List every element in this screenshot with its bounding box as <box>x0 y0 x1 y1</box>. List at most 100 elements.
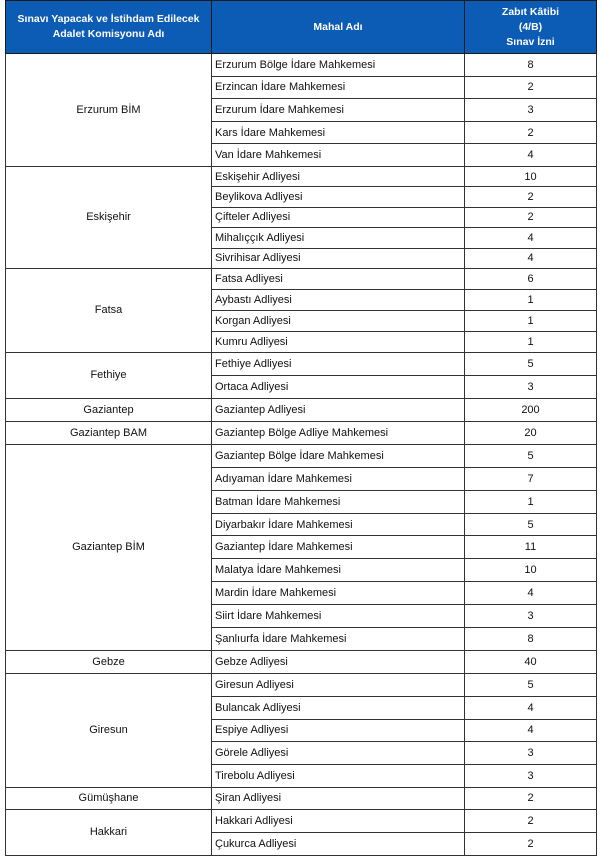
quota-value: 1 <box>464 309 597 332</box>
location-name: Van İdare Mahkemesi <box>211 143 465 167</box>
location-name: Çifteler Adliyesi <box>211 206 465 229</box>
location-name: Aybastı Adliyesi <box>211 288 465 311</box>
quota-value: 6 <box>464 267 597 290</box>
quota-value: 2 <box>464 75 597 100</box>
quota-value: 4 <box>464 581 597 606</box>
quota-value: 4 <box>464 695 597 720</box>
table-row: Mihalıççık Adliyesi 4 <box>6 227 597 249</box>
quota-value: 5 <box>464 443 597 468</box>
table-row: Hakkari Hakkari Adliyesi 2 <box>5 808 597 856</box>
quota-value: 3 <box>464 741 597 766</box>
location-name: Gebze Adliyesi <box>211 649 465 674</box>
quota-value: 5 <box>464 672 597 697</box>
quota-value: 2 <box>464 186 597 208</box>
table-row: Beylikova Adliyesi 2 <box>6 186 597 208</box>
location-name: Fethiye Adliyesi <box>211 351 465 376</box>
location-name: Adıyaman İdare Mahkemesi <box>211 466 465 491</box>
table-row: Gaziantep BİM Gaziantep Bölge İdare Mahke… <box>5 443 597 651</box>
table-row: Gaziantep Gaziantep Adliyesi 200 <box>5 397 597 422</box>
location-name: Çukurca Adliyesi <box>211 831 465 856</box>
table-row: Erzurum BİM Erzurum Bölge İdare Mahkemesi… <box>5 53 597 167</box>
table-row: Bulancak Adliyesi 4 <box>6 695 597 720</box>
commission-name: Gaziantep BAM <box>5 420 212 445</box>
location-name: Korgan Adliyesi <box>211 309 465 332</box>
header-quota-line3: Sınav İzni <box>506 35 555 48</box>
table-row: Espiye Adliyesi 4 <box>6 718 597 743</box>
location-name: Ortaca Adliyesi <box>211 374 465 399</box>
location-name: Fatsa Adliyesi <box>211 267 465 290</box>
header-quota-line1: Zabıt Kâtibi <box>501 5 560 18</box>
table-row: Giresun Giresun Adliyesi 5 <box>5 672 597 788</box>
location-name: Beylikova Adliyesi <box>211 186 465 208</box>
table-row: Kumru Adliyesi 1 <box>6 330 597 353</box>
quota-value: 4 <box>464 718 597 743</box>
table-row: Gaziantep BAM Gaziantep Bölge Adliye Mahk… <box>5 420 597 445</box>
commission-name: Fethiye <box>5 351 212 399</box>
location-name: Malatya İdare Mahkemesi <box>211 558 465 583</box>
commission-name: Erzurum BİM <box>5 53 212 167</box>
table-row: Çukurca Adliyesi 2 <box>6 831 597 856</box>
commission-name: Giresun <box>5 672 212 788</box>
quota-value: 1 <box>464 330 597 353</box>
location-name: Mardin İdare Mahkemesi <box>211 581 465 606</box>
table-row: Görele Adliyesi 3 <box>6 741 597 766</box>
location-name: Gaziantep İdare Mahkemesi <box>211 535 465 560</box>
quota-value: 20 <box>464 420 597 445</box>
quota-table: Sınavı Yapacak ve İstihdam Edilecek Adale… <box>5 0 597 856</box>
commission-name: Gümüşhane <box>5 786 212 810</box>
location-name: Sivrihisar Adliyesi <box>211 247 465 269</box>
commission-name: Gebze <box>5 649 212 674</box>
commission-name: Gaziantep BİM <box>5 443 212 651</box>
quota-value: 10 <box>464 558 597 583</box>
quota-value: 2 <box>464 206 597 229</box>
location-name: Gaziantep Bölge İdare Mahkemesi <box>211 443 465 468</box>
quota-value: 5 <box>464 512 597 537</box>
location-name: Erzurum İdare Mahkemesi <box>211 98 465 122</box>
quota-value: 1 <box>464 288 597 311</box>
quota-value: 3 <box>464 764 597 788</box>
header-commission: Sınavı Yapacak ve İstihdam Edilecek Adale… <box>5 0 212 54</box>
header-commission-line1: Sınavı Yapacak ve İstihdam Edilecek <box>17 13 200 25</box>
table-header-row: Sınavı Yapacak ve İstihdam Edilecek Adale… <box>5 0 597 54</box>
location-name: Kars İdare Mahkemesi <box>211 120 465 145</box>
location-name: Hakkari Adliyesi <box>211 808 465 833</box>
table-row: Adıyaman İdare Mahkemesi 7 <box>6 466 597 491</box>
quota-value: 200 <box>464 397 597 422</box>
quota-value: 2 <box>464 831 597 856</box>
commission-name: Gaziantep <box>5 397 212 422</box>
location-name: Diyarbakır İdare Mahkemesi <box>211 512 465 537</box>
table-row: Diyarbakır İdare Mahkemesi 5 <box>6 512 597 537</box>
table-row: Batman İdare Mahkemesi 1 <box>6 489 597 514</box>
table-row: Siirt İdare Mahkemesi 3 <box>6 604 597 629</box>
location-name: Şiran Adliyesi <box>211 786 465 810</box>
table-row: Eskişehir Eskişehir Adliyesi 10 <box>5 165 597 269</box>
table-row: Gümüşhane Şiran Adliyesi 2 <box>5 786 597 810</box>
table-row: Sivrihisar Adliyesi 4 <box>6 247 597 269</box>
quota-value: 40 <box>464 649 597 674</box>
quota-value: 2 <box>464 808 597 833</box>
quota-value: 5 <box>464 351 597 376</box>
location-name: Şanlıurfa İdare Mahkemesi <box>211 627 465 651</box>
header-location: Mahal Adı <box>211 0 465 54</box>
table-row: Gebze Gebze Adliyesi 40 <box>5 649 597 674</box>
quota-value: 3 <box>464 604 597 629</box>
quota-value: 8 <box>464 627 597 651</box>
location-name: Erzincan İdare Mahkemesi <box>211 75 465 100</box>
quota-value: 3 <box>464 374 597 399</box>
header-quota: Zabıt Kâtibi (4/B) Sınav İzni <box>464 0 597 54</box>
quota-value: 4 <box>464 247 597 269</box>
commission-name: Fatsa <box>5 267 212 353</box>
table-row: Fethiye Fethiye Adliyesi 5 <box>5 351 597 399</box>
location-name: Gaziantep Bölge Adliye Mahkemesi <box>211 420 465 445</box>
location-name: Bulancak Adliyesi <box>211 695 465 720</box>
quota-value: 3 <box>464 98 597 122</box>
location-name: Tirebolu Adliyesi <box>211 764 465 788</box>
commission-name: Hakkari <box>5 808 212 856</box>
location-name: Siirt İdare Mahkemesi <box>211 604 465 629</box>
location-name: Espiye Adliyesi <box>211 718 465 743</box>
table-row: Tirebolu Adliyesi 3 <box>6 764 597 788</box>
table-row: Korgan Adliyesi 1 <box>6 309 597 332</box>
location-name: Erzurum Bölge İdare Mahkemesi <box>211 53 465 77</box>
header-commission-line2: Adalet Komisyonu Adı <box>52 28 165 40</box>
quota-value: 10 <box>464 165 597 188</box>
